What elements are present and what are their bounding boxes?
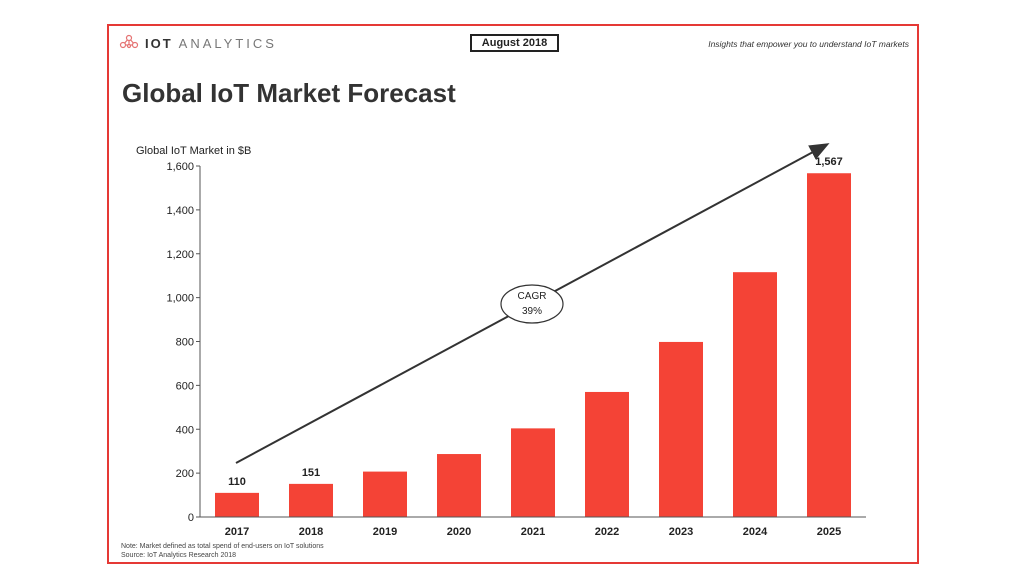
- x-tick-label: 2019: [373, 526, 397, 538]
- bar: [363, 471, 407, 517]
- y-tick-label: 200: [176, 468, 194, 480]
- y-axis: 0 200 400 600 800 1,000 1,200 1,400 1,600: [166, 161, 201, 524]
- bar-value-label: 151: [302, 467, 320, 479]
- x-tick-label: 2021: [521, 526, 545, 538]
- bar: [807, 173, 851, 517]
- x-tick-label: 2023: [669, 526, 693, 538]
- bar: [215, 492, 259, 517]
- y-tick-label: 1,000: [166, 293, 194, 305]
- cagr-bubble: [500, 284, 564, 324]
- date-badge: August 2018: [470, 34, 559, 52]
- bar: [733, 272, 777, 517]
- bar: [289, 483, 333, 517]
- y-axis-label: Global IoT Market in $B: [136, 145, 251, 157]
- bar-value-label: 1,567: [815, 156, 843, 168]
- logo-text-analytics: ANALYTICS: [178, 36, 277, 51]
- x-axis: 2017 2018 2019 2020 2021 2022 2023 2024 2025: [200, 516, 866, 538]
- x-tick-label: 2024: [743, 526, 768, 538]
- brand-logo: IOT ANALYTICS: [119, 34, 277, 53]
- x-tick-label: 2022: [595, 526, 619, 538]
- tagline: Insights that empower you to understand …: [708, 39, 909, 49]
- y-tick-label: 600: [176, 380, 194, 392]
- y-tick-label: 800: [176, 337, 194, 349]
- logo-text-iot: IOT: [145, 36, 173, 51]
- bar: [511, 428, 555, 517]
- y-tick-label: 1,600: [166, 161, 194, 173]
- y-tick-label: 400: [176, 424, 194, 436]
- network-nodes-icon: [119, 34, 139, 53]
- cagr-annotation: CAGR 39%: [235, 143, 830, 464]
- footnote: Note: Market defined as total spend of e…: [121, 542, 324, 560]
- y-tick-label: 1,200: [166, 249, 194, 261]
- x-tick-label: 2018: [299, 526, 323, 538]
- x-tick-label: 2025: [817, 526, 841, 538]
- x-tick-label: 2020: [447, 526, 471, 538]
- bar: [659, 341, 703, 517]
- cagr-label: CAGR: [518, 291, 547, 302]
- bar: [585, 391, 629, 517]
- bars-group: 110 151 1,567: [215, 156, 851, 517]
- footnote-note: Note: Market defined as total spend of e…: [121, 543, 324, 550]
- x-tick-label: 2017: [225, 526, 249, 538]
- bar: [437, 454, 481, 517]
- footnote-source: Source: IoT Analytics Research 2018: [121, 552, 237, 559]
- y-tick-label: 0: [188, 512, 194, 524]
- cagr-value: 39%: [522, 306, 542, 317]
- bar-value-label: 110: [228, 476, 246, 488]
- y-tick-label: 1,400: [166, 205, 194, 217]
- page-title: Global IoT Market Forecast: [122, 78, 456, 108]
